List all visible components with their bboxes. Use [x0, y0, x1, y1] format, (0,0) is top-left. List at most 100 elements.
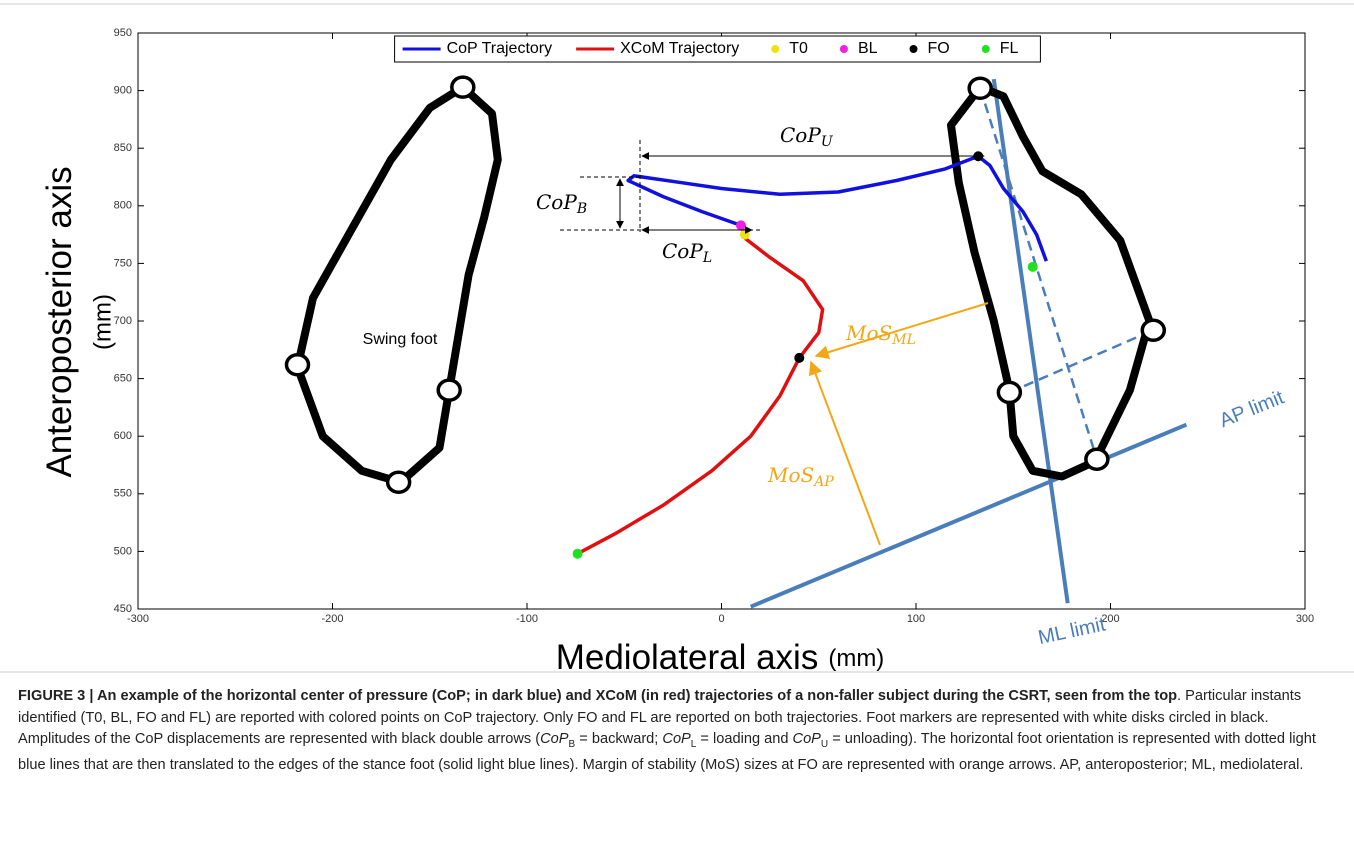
legend-item: FO: [909, 40, 950, 57]
annotation-text: CoP: [662, 239, 703, 263]
event-point: [572, 548, 583, 559]
x-axis-title: Mediolateral axis: [556, 638, 819, 677]
annotations: CoPU CoPB CoPL MoSML MoSAP AP limit ML l…: [363, 123, 1288, 650]
x-axis-label: Mediolateral axis (mm): [556, 638, 885, 677]
y-tick-label: 750: [114, 257, 132, 269]
x-tick-label: 200: [1101, 613, 1119, 625]
y-tick-label: 650: [114, 373, 132, 385]
foot-line: [749, 422, 1188, 609]
legend-label: FO: [928, 40, 950, 57]
legend-swatch: [981, 45, 990, 53]
annotation-text: CoP: [780, 123, 821, 147]
x-tick-label: -200: [321, 613, 343, 625]
caption-run: L: [690, 738, 697, 750]
legend-swatch: [909, 45, 918, 53]
x-tick-label: 0: [718, 613, 724, 625]
y-tick-label: 500: [114, 545, 132, 557]
mos-arrow: [814, 302, 989, 359]
legend: CoP Trajectory XCoM Trajectory T0 BL FO FL: [394, 35, 1041, 63]
y-tick-label: 600: [114, 430, 132, 442]
caption-run: . Particular instants identified (T0, BL…: [18, 688, 1302, 747]
trajectory: [626, 154, 1048, 262]
y-axis-unit: (mm): [89, 294, 116, 350]
foot-line: [1008, 329, 1154, 394]
annotation: MoSML: [845, 321, 916, 349]
legend-label: XCoM Trajectory: [620, 40, 739, 57]
foot-marker: [996, 380, 1023, 405]
foot-marker: [436, 378, 462, 402]
caption-run: CoP: [662, 731, 691, 747]
trajectory: [576, 236, 825, 556]
legend-label: CoP Trajectory: [447, 40, 553, 57]
annotation-text: CoP: [536, 190, 577, 214]
foot-label: Swing foot: [363, 331, 438, 348]
annotation: MoSAP: [767, 463, 834, 491]
legend-label: T0: [789, 40, 808, 57]
y-tick-label: 800: [114, 200, 132, 212]
y-tick-label: 450: [114, 603, 132, 615]
event-point: [1027, 261, 1038, 272]
annotation-sub: U: [821, 134, 834, 150]
annotation-sub: B: [576, 201, 587, 217]
foot-marker: [967, 76, 993, 101]
caption-run: = backward;: [575, 731, 663, 747]
annotation-sub: AP: [812, 474, 834, 490]
foot-marker: [385, 470, 412, 495]
foot-marker: [284, 353, 311, 377]
mos-arrow: [808, 360, 881, 546]
legend-item: T0: [771, 40, 808, 57]
annotation-text: MoS: [845, 321, 892, 345]
y-tick-label: 550: [114, 488, 132, 500]
limit-label: ML limit: [1036, 613, 1108, 649]
annotation-sub: L: [702, 250, 712, 266]
y-tick-label: 950: [114, 27, 132, 39]
y-tick-label: 850: [114, 142, 132, 154]
foot-marker: [450, 75, 476, 99]
annotation-sub: ML: [891, 332, 916, 348]
caption-run: B: [568, 738, 576, 750]
event-point: [794, 352, 805, 363]
y-tick-label: 700: [114, 315, 132, 327]
caption-run: = unloading). The horizontal foot orient…: [18, 731, 1316, 774]
annotation: CoPU: [780, 123, 834, 151]
legend-item: FL: [981, 40, 1019, 57]
annotation: CoPB: [536, 190, 587, 218]
legend-swatch: [839, 45, 848, 53]
legend-item: BL: [839, 40, 878, 57]
foot-marker: [1084, 447, 1110, 471]
plot: -300 -200 -100 0 100 200 300 450 500 550 600 650 700…: [114, 27, 1315, 625]
caption-run: CoP: [792, 731, 821, 747]
foot-marker: [1140, 318, 1167, 342]
event-point: [735, 220, 746, 231]
y-axis-title: Anteroposterior axis: [40, 166, 79, 477]
plot-frame: [137, 32, 1306, 610]
legend-item: CoP Trajectory: [402, 40, 553, 57]
legend-swatch: [771, 45, 780, 53]
y-tick-label: 900: [114, 85, 132, 97]
annotation: CoPL: [662, 239, 712, 267]
legend-label: BL: [858, 40, 878, 57]
foot-outline: [947, 83, 1154, 481]
legend-label: FL: [1000, 40, 1019, 57]
annotation-text: MoS: [767, 463, 814, 487]
x-tick-label: 300: [1296, 613, 1314, 625]
y-axis-label: Anteroposterior axis: [40, 166, 79, 477]
legend-item: XCoM Trajectory: [576, 40, 739, 57]
foot-line: [979, 87, 1099, 460]
x-tick-label: -100: [516, 613, 538, 625]
limit-label: AP limit: [1216, 386, 1287, 432]
event-point: [739, 229, 750, 240]
caption: FIGURE 3 | An example of the horizontal …: [18, 686, 1338, 777]
caption-run: FIGURE 3 | An example of the horizontal …: [18, 688, 1178, 704]
foot-outline: [293, 83, 502, 487]
foot-line: [991, 78, 1070, 604]
caption-run: = loading and: [696, 731, 793, 747]
legend-box: [394, 35, 1041, 63]
caption-run: CoP: [540, 731, 569, 747]
x-tick-label: 100: [907, 613, 925, 625]
caption-run: U: [820, 738, 829, 750]
x-axis-unit: (mm): [828, 645, 884, 672]
x-tick-label: -300: [127, 613, 149, 625]
